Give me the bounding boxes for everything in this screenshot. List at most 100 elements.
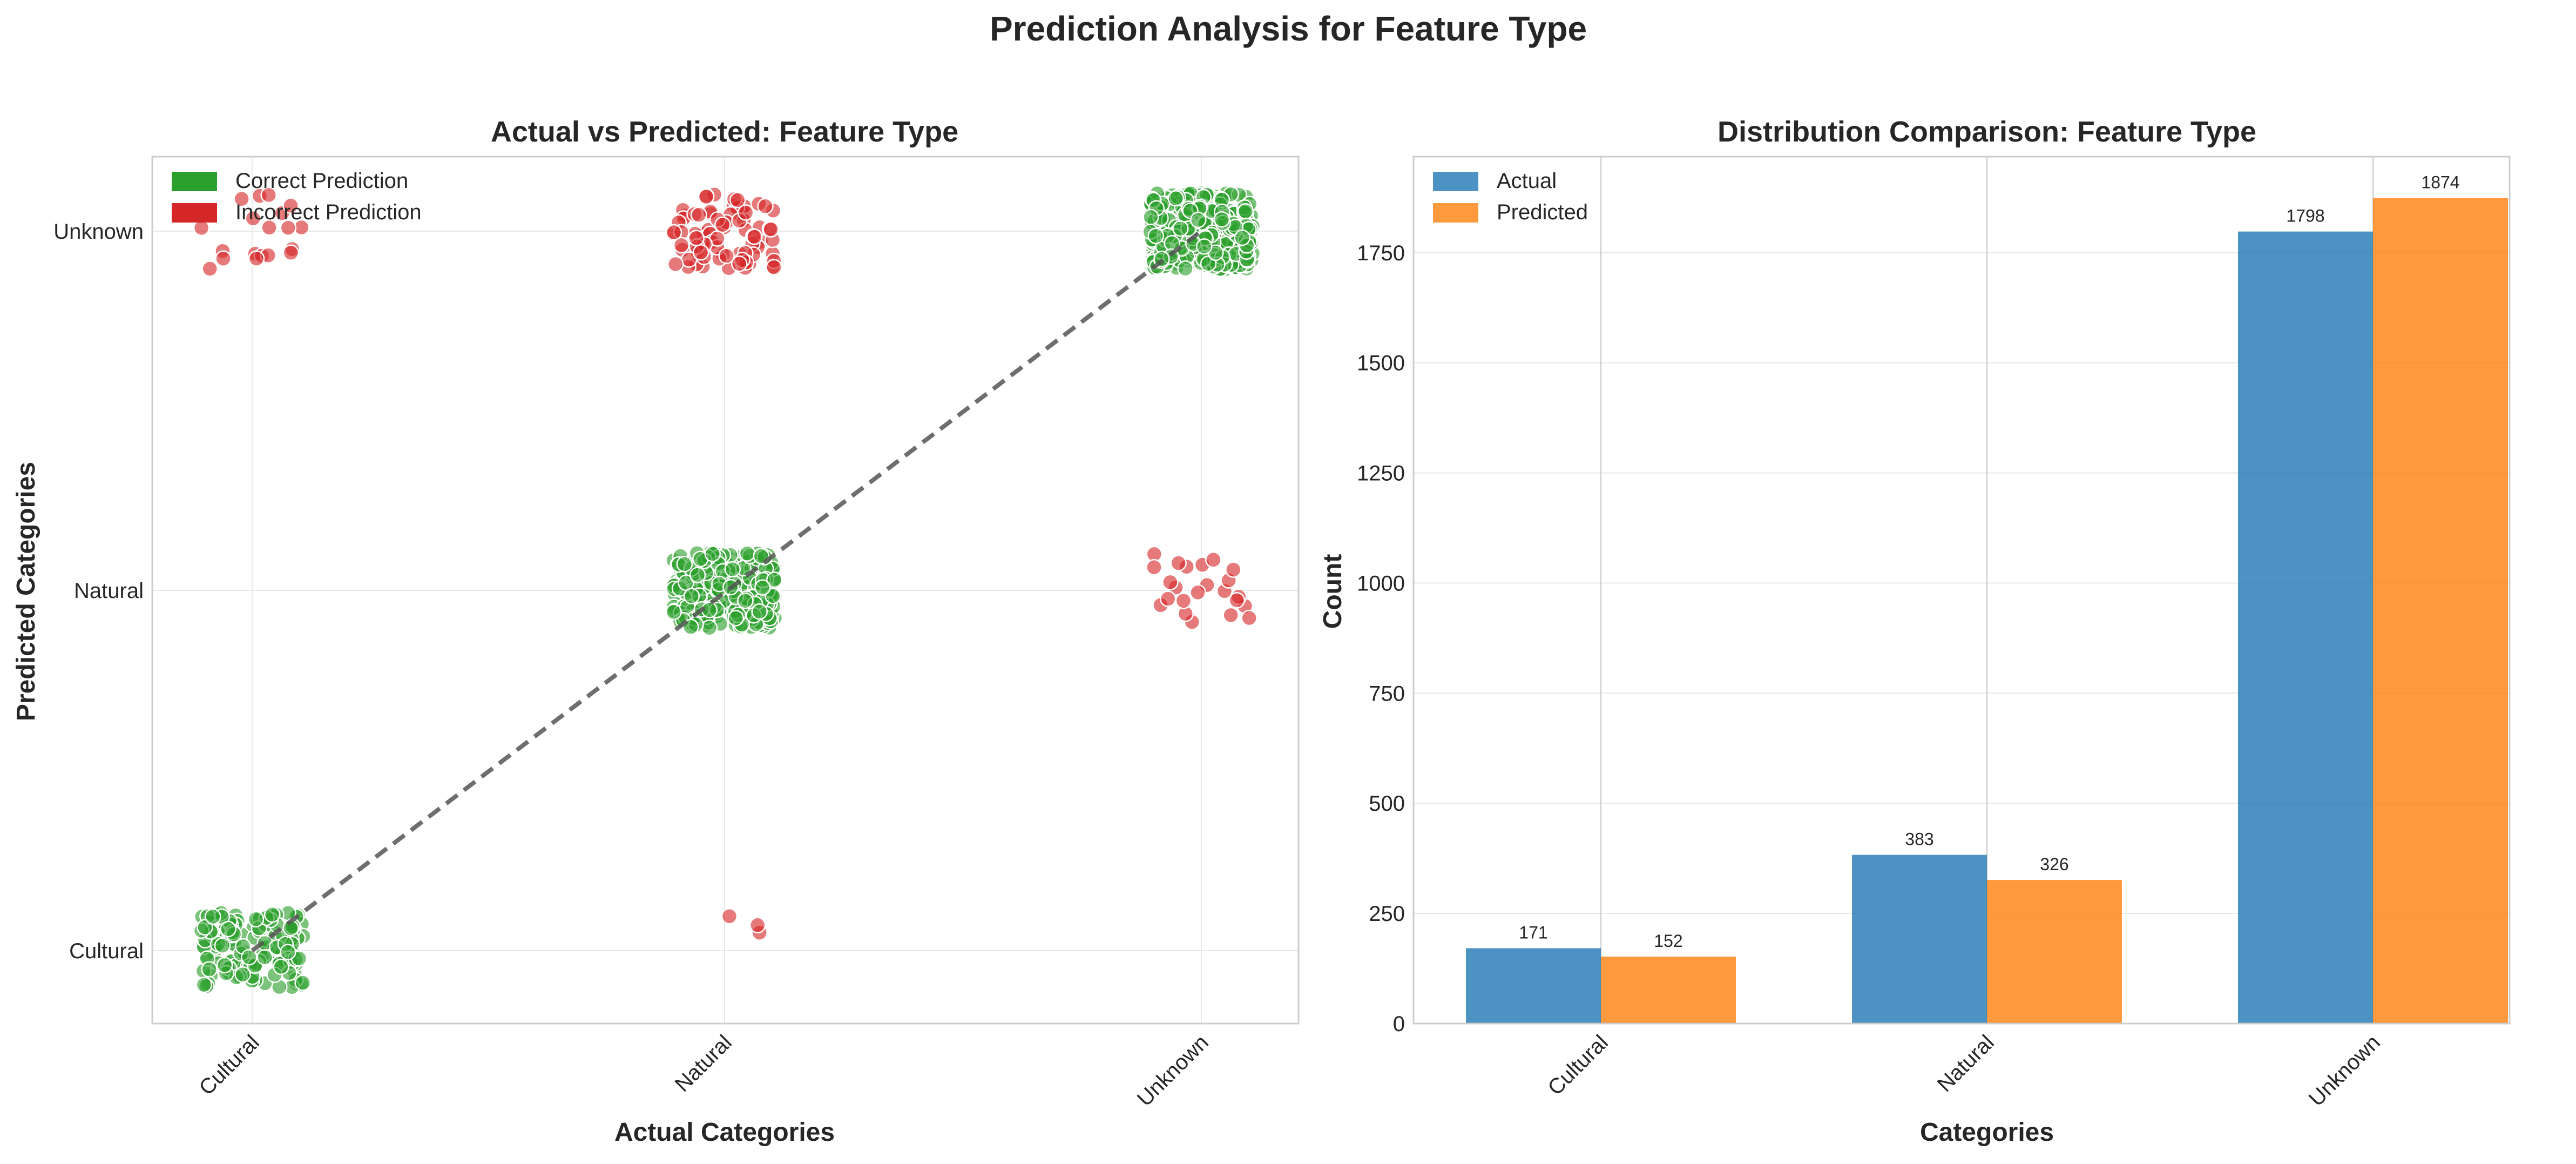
scatter-point: [691, 206, 707, 223]
scatter-point: [273, 958, 289, 975]
scatter-point: [1234, 229, 1250, 246]
scatter-point: [220, 920, 236, 938]
scatter-ytick-label: Cultural: [69, 939, 144, 963]
scatter-point: [729, 192, 746, 208]
scatter-point: [282, 244, 300, 261]
scatter-ylabel: Predicted Categories: [12, 462, 40, 721]
bar-ytick-label: 750: [1369, 682, 1405, 705]
scatter-point: [1146, 559, 1162, 576]
bar-value-label: 152: [1654, 931, 1682, 951]
bar-xlabel: Categories: [1920, 1118, 2054, 1147]
scatter-point: [1237, 203, 1254, 220]
scatter-point: [737, 204, 754, 221]
scatter-point: [1196, 238, 1213, 255]
scatter-legend-label: Correct Prediction: [235, 169, 408, 193]
scatter-point: [718, 247, 735, 264]
scatter-point: [701, 619, 718, 636]
scatter-point: [195, 976, 213, 993]
scatter-point: [205, 908, 221, 925]
scatter-point: [1225, 561, 1242, 578]
bar-title: Distribution Comparison: Feature Type: [1718, 116, 2256, 148]
scatter-point: [241, 949, 258, 966]
scatter-point: [1162, 574, 1179, 591]
scatter-point: [754, 579, 771, 596]
scatter-point: [714, 216, 731, 233]
scatter-point: [731, 255, 748, 272]
scatter-point: [193, 219, 210, 237]
bar-ytick-label: 1750: [1357, 241, 1405, 265]
scatter-point: [201, 961, 218, 978]
scatter-legend-swatch: [172, 172, 217, 191]
bar-value-label: 1798: [2286, 206, 2324, 226]
bar-ytick-label: 1250: [1357, 462, 1405, 486]
scatter-point: [294, 974, 311, 991]
scatter-legend-swatch: [172, 203, 217, 223]
scatter-point: [737, 593, 754, 609]
scatter-point: [689, 567, 706, 583]
bar-value-label: 171: [1519, 923, 1547, 943]
scatter-point: [692, 244, 709, 261]
scatter-plot-frame: [151, 156, 1300, 1025]
bar-ytick-label: 250: [1369, 902, 1405, 926]
bar-actual: [2238, 231, 2373, 1024]
scatter-point: [766, 571, 783, 588]
scatter-point: [1167, 190, 1184, 207]
bar-plot-frame: [1412, 156, 2511, 1025]
scatter-point: [721, 908, 738, 925]
scatter-point: [1228, 592, 1246, 609]
scatter-point: [698, 188, 715, 205]
scatter-point: [683, 588, 700, 604]
scatter-point: [201, 260, 218, 277]
scatter-point: [247, 911, 265, 927]
bar-legend-label: Actual: [1497, 169, 1557, 193]
bar-predicted: [1601, 957, 1736, 1024]
scatter-point: [739, 545, 756, 562]
scatter-point: [1172, 220, 1189, 237]
scatter-point: [766, 259, 782, 275]
scatter-point: [665, 224, 682, 241]
bar-chart: Distribution Comparison: Feature Type Ca…: [1319, 116, 2511, 1147]
scatter-point: [234, 966, 251, 983]
scatter-point: [1205, 551, 1222, 568]
scatter-point: [1189, 584, 1206, 601]
bar-predicted: [1987, 880, 2122, 1024]
bar-ytick-label: 500: [1369, 792, 1405, 816]
scatter-point: [214, 937, 231, 954]
scatter-point: [263, 906, 281, 923]
scatter-point: [1175, 593, 1192, 609]
scatter-point: [216, 957, 233, 974]
bar-ytick-label: 1000: [1357, 571, 1405, 595]
scatter-point: [1177, 260, 1194, 277]
scatter-legend-label: Incorrect Prediction: [235, 200, 422, 224]
scatter-point: [280, 219, 297, 236]
scatter-point: [260, 186, 277, 204]
scatter-point: [245, 210, 262, 227]
scatter-point: [749, 917, 766, 934]
bar-value-label: 383: [1905, 830, 1933, 849]
bar-legend-label: Predicted: [1497, 200, 1588, 224]
scatter-point: [1241, 609, 1257, 627]
scatter-point: [1190, 211, 1207, 228]
scatter-point: [215, 250, 232, 267]
scatter-point: [757, 198, 774, 215]
bar-actual: [1466, 948, 1601, 1024]
bar-actual: [1852, 855, 1987, 1024]
scatter-point: [280, 944, 296, 960]
scatter-point: [746, 228, 763, 245]
scatter-points: [193, 185, 1261, 995]
scatter-chart: Actual vs Predicted: Feature Type Actual…: [12, 116, 1300, 1147]
scatter-ytick-label: Unknown: [53, 220, 144, 244]
scatter-point: [248, 250, 265, 267]
scatter-point: [282, 197, 299, 214]
scatter-title: Actual vs Predicted: Feature Type: [491, 116, 958, 148]
scatter-point: [1142, 208, 1159, 225]
scatter-point: [751, 603, 768, 620]
figure-title: Prediction Analysis for Feature Type: [990, 9, 1587, 48]
bar-ytick-label: 0: [1393, 1012, 1405, 1036]
scatter-point: [256, 948, 273, 966]
bar-ylabel: Count: [1319, 554, 1347, 629]
scatter-point: [676, 556, 693, 573]
scatter-point: [1213, 211, 1230, 228]
scatter-point: [1159, 590, 1177, 607]
